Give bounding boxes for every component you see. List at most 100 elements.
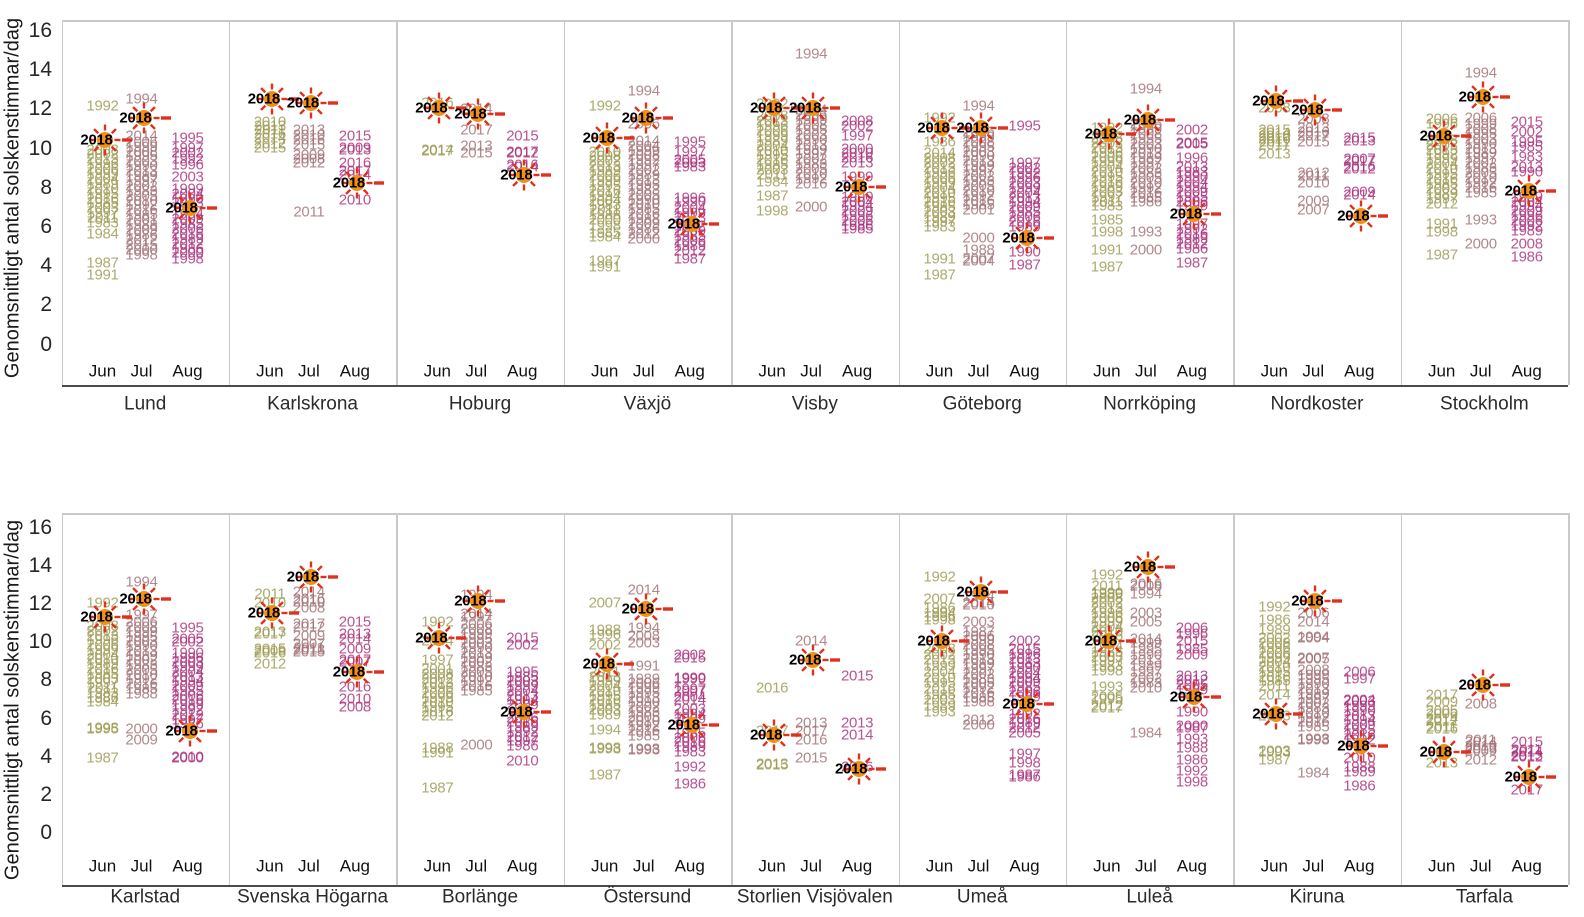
year-data-label: 2016 — [86, 190, 119, 208]
station-label: Göteborg — [942, 393, 1022, 415]
year-data-label: 1998 — [171, 250, 204, 268]
y-tick-label: 10 — [28, 136, 52, 160]
month-tick-label: Jul — [130, 361, 153, 381]
year-data-label: 1989 — [1090, 178, 1123, 196]
year-data-label: 2016 — [1008, 213, 1041, 231]
year-data-label: 1989 — [588, 162, 621, 180]
year-data-label: 1986 — [1129, 193, 1162, 211]
year-data-label: 2013 — [1258, 145, 1291, 163]
year-data-label: 2002 — [795, 150, 828, 168]
year-data-label: 1992 — [923, 109, 956, 127]
year-data-label: 1999 — [627, 142, 660, 160]
highlight-2018-label: 2018 — [1084, 632, 1117, 650]
sun-2018-icon — [341, 167, 384, 199]
year-data-label: 1993 — [923, 703, 956, 721]
month-tick-label: Jul — [632, 361, 655, 381]
station-label: Östersund — [603, 886, 692, 908]
year-data-label: 1997 — [1008, 154, 1041, 172]
highlight-2018-label: 2018 — [332, 663, 365, 681]
year-data-label: 1984 — [588, 228, 621, 246]
y-tick-label: 2 — [40, 782, 52, 806]
year-data-label: 2016 — [338, 154, 371, 172]
year-data-label: 1994 — [1129, 585, 1162, 603]
year-data-label: 2008 — [923, 149, 956, 167]
year-data-label: 1997 — [171, 139, 204, 157]
year-data-label: 1990 — [795, 131, 828, 149]
year-data-label: 2007 — [962, 250, 995, 268]
year-data-label: 2017 — [1090, 699, 1123, 717]
y-tick-label: 2 — [40, 293, 52, 317]
year-data-label: 2002 — [923, 154, 956, 172]
year-data-label: 1994 — [795, 45, 828, 63]
year-data-label: 2011 — [589, 201, 621, 219]
year-data-label: 2012 — [292, 154, 325, 172]
month-tick-label: Jun — [758, 856, 786, 876]
year-data-label: 2016 — [292, 131, 325, 149]
year-data-label: 2015 — [795, 749, 828, 767]
year-data-label: 2000 — [460, 736, 493, 754]
month-tick-label: Aug — [674, 856, 705, 876]
year-data-label: 2004 — [1090, 158, 1123, 176]
year-data-label: 2015 — [756, 756, 789, 774]
year-data-label: 1985 — [756, 156, 789, 174]
sun-2018-icon — [508, 159, 552, 191]
year-data-label: 2015 — [125, 236, 158, 254]
month-tick-label: Jun — [423, 361, 452, 381]
month-tick-label: Jun — [590, 856, 619, 876]
year-data-label: 2006 — [756, 122, 789, 140]
year-data-label: 2016 — [171, 225, 204, 243]
year-data-label: 1995 — [588, 177, 621, 195]
year-data-label: 2002 — [627, 161, 660, 179]
year-data-label: 2004 — [1008, 184, 1041, 202]
year-data-label: 2006 — [86, 160, 119, 178]
year-data-label: 1996 — [1090, 144, 1123, 161]
panel-separator — [61, 20, 63, 385]
month-tick-label: Jun — [88, 361, 117, 381]
year-data-label: 2006 — [923, 169, 956, 187]
year-data-label: 1998 — [125, 246, 158, 264]
month-tick-label: Jun — [1093, 361, 1121, 381]
highlight-2018-label: 2018 — [789, 99, 822, 117]
highlight-2018-label: 2018 — [1291, 101, 1324, 119]
year-data-label: 1987 — [673, 250, 706, 268]
year-data-label: 1983 — [125, 182, 158, 200]
y-tick-label: 0 — [40, 332, 52, 356]
year-data-label: 2002 — [506, 636, 539, 654]
year-data-label: 2000 — [125, 241, 158, 259]
panel-separator — [898, 513, 900, 885]
year-data-label: 1991 — [923, 250, 956, 268]
highlight-2018-label: 2018 — [1002, 229, 1035, 247]
year-data-label: 1988 — [627, 210, 660, 228]
year-data-label: 1989 — [962, 157, 995, 175]
year-data-label: 2014 — [125, 127, 158, 145]
year-data-label: 1985 — [627, 200, 660, 218]
year-data-label: 2008 — [795, 116, 828, 134]
panel-separator — [61, 513, 63, 885]
year-data-label: 2010 — [627, 195, 660, 213]
year-data-label: 1998 — [1425, 223, 1458, 241]
month-tick-label: Jul — [298, 361, 320, 381]
year-data-label: 1985 — [86, 194, 119, 212]
month-tick-label: Jul — [967, 361, 990, 381]
month-tick-label: Jul — [130, 856, 153, 876]
month-tick-label: Aug — [507, 361, 538, 381]
year-data-label: 2000 — [1129, 241, 1162, 259]
month-tick-label: Jul — [1469, 856, 1492, 876]
year-data-label: 1987 — [1008, 256, 1041, 274]
year-data-label: 1996 — [86, 155, 119, 173]
sun-2018-icon — [591, 122, 634, 154]
highlight-2018-label: 2018 — [415, 629, 448, 647]
year-data-label: 2005 — [795, 160, 828, 178]
station-label: Borlänge — [441, 886, 519, 908]
year-data-label: 1998 — [588, 217, 621, 235]
year-data-label: 1990 — [627, 191, 660, 209]
year-data-label: 2008 — [86, 141, 119, 159]
year-data-label: 2008 — [841, 112, 874, 130]
highlight-2018-label: 2018 — [247, 90, 280, 108]
year-data-label: 2011 — [756, 166, 788, 184]
month-tick-label: Jul — [632, 856, 655, 876]
year-data-label: 2010 — [1090, 163, 1123, 181]
year-data-label: 1994 — [125, 90, 158, 108]
month-tick-label: Jul — [465, 856, 488, 876]
year-data-label: 2009 — [171, 210, 204, 228]
